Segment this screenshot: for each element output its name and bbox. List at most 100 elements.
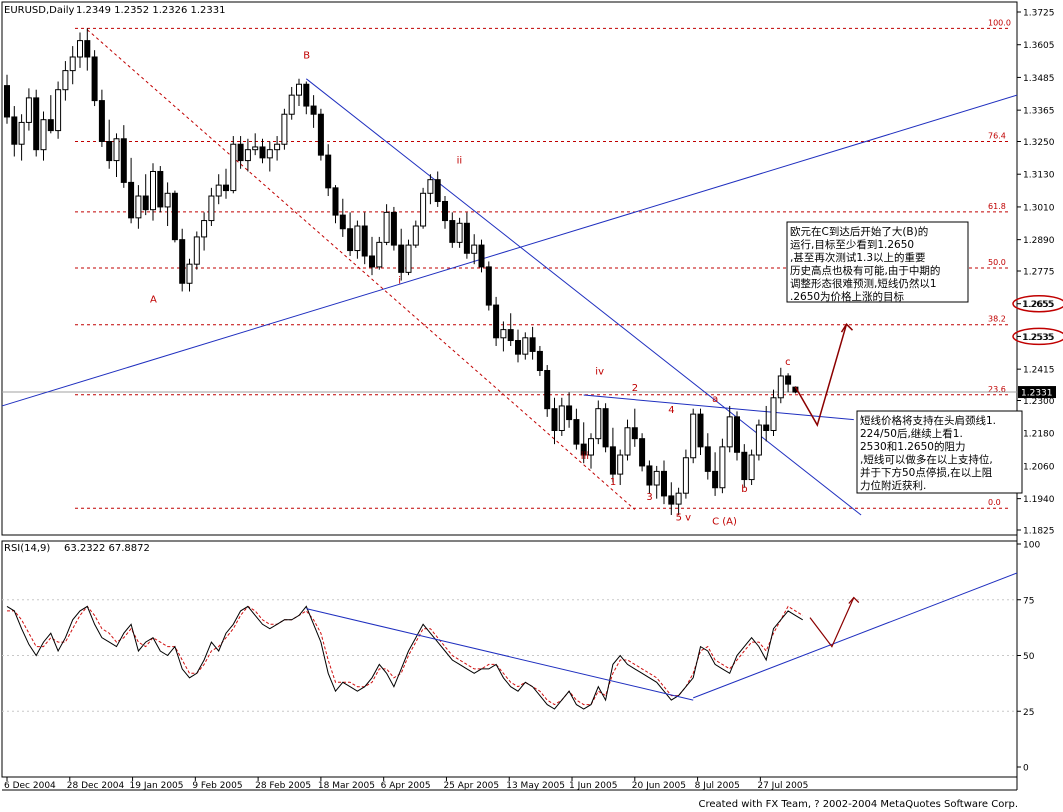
fib-level-label: 0.0 xyxy=(988,498,1001,507)
candle xyxy=(383,204,390,246)
candle-body xyxy=(106,141,113,162)
candle-body xyxy=(383,211,390,243)
fib-level-label: 61.8 xyxy=(988,202,1006,211)
candle-body xyxy=(427,179,434,194)
candle xyxy=(456,217,463,248)
candle-body xyxy=(770,397,777,431)
y-tick-label: 1.2415 xyxy=(1023,366,1055,376)
candle-body xyxy=(712,470,719,489)
candle xyxy=(106,119,113,169)
candle xyxy=(179,228,186,292)
candle-body xyxy=(223,184,229,192)
candle-body xyxy=(646,465,653,486)
candle-body xyxy=(529,337,536,352)
candle-body xyxy=(164,192,171,208)
candle xyxy=(171,190,178,243)
candle-body xyxy=(639,438,646,467)
candle xyxy=(40,111,47,161)
candle xyxy=(734,411,740,461)
candle xyxy=(223,168,229,199)
candle-body xyxy=(25,97,32,123)
candle-body xyxy=(515,340,521,355)
candle-body xyxy=(544,370,551,410)
candle xyxy=(157,166,164,213)
candle xyxy=(230,136,237,194)
y-tick-label: 1.3250 xyxy=(1023,138,1055,148)
x-tick-label: 25 Apr 2005 xyxy=(443,781,499,791)
candle-body xyxy=(91,56,98,102)
candle-body xyxy=(171,192,178,241)
candle xyxy=(354,220,361,259)
candle xyxy=(675,487,682,516)
rsi-tick-label: 75 xyxy=(1023,596,1034,606)
candle-body xyxy=(4,85,10,118)
candle xyxy=(208,187,215,227)
candle-body xyxy=(266,149,273,159)
candle xyxy=(595,400,602,445)
candle-body xyxy=(536,350,543,372)
rsi-forecast-arrowhead xyxy=(848,596,860,604)
candle-body xyxy=(369,255,375,268)
forecast-arrowhead xyxy=(840,322,854,333)
candle xyxy=(449,212,456,248)
y-tick-label: 1.2180 xyxy=(1023,430,1055,440)
candle-body xyxy=(704,446,711,472)
y-tick-label: 1.3130 xyxy=(1023,171,1055,181)
candle xyxy=(252,133,259,156)
wave-label: 3 xyxy=(646,492,652,503)
candle-body xyxy=(325,154,332,189)
y-tick-label: 1.3365 xyxy=(1023,107,1055,117)
candle xyxy=(690,408,697,464)
candle-body xyxy=(354,225,361,252)
candle xyxy=(237,136,244,169)
candle-body xyxy=(215,184,222,197)
footer-copyright: Created with FX Team, ? 2002-2004 MetaQu… xyxy=(698,799,1018,810)
candle xyxy=(507,313,514,346)
analysis-note-top-box xyxy=(786,221,969,303)
candle xyxy=(274,136,281,161)
rsi-tick-label: 0 xyxy=(1023,764,1029,774)
forecast-arrow xyxy=(794,323,848,427)
rsi-line xyxy=(6,605,803,710)
candle-body xyxy=(741,451,748,481)
candle-body xyxy=(690,413,697,459)
candle-body xyxy=(682,457,689,494)
candle-body xyxy=(186,263,193,284)
candle xyxy=(748,449,755,486)
candle xyxy=(573,408,580,450)
candle xyxy=(493,296,500,346)
candle xyxy=(558,397,565,436)
candle xyxy=(62,61,69,101)
candle-body xyxy=(588,438,594,456)
candle xyxy=(536,345,543,376)
rsi-panel-frame xyxy=(1,540,1018,778)
candle-body xyxy=(230,143,237,192)
candle-body xyxy=(566,405,573,421)
x-tick-label: 27 Jul 2005 xyxy=(757,781,808,791)
candle xyxy=(726,405,733,453)
candle-body xyxy=(33,97,40,151)
rsi-series xyxy=(6,572,1018,710)
candle-body xyxy=(361,225,368,257)
candle-body xyxy=(478,244,485,268)
candle-body xyxy=(661,470,667,497)
candle xyxy=(420,187,427,229)
candle xyxy=(609,427,616,483)
candle-body xyxy=(193,236,200,265)
candle xyxy=(412,220,419,248)
candle-body xyxy=(500,329,507,339)
candle xyxy=(69,46,76,85)
candle xyxy=(18,114,25,161)
x-tick-label: 19 Jan 2005 xyxy=(130,781,184,791)
candle xyxy=(281,108,288,150)
wave-label: i xyxy=(398,275,401,286)
candle-body xyxy=(609,446,616,475)
candle-body xyxy=(631,427,638,440)
axis-labels: 1.3725 1.3605 1.3485 1.3365 1.3250 1.3130 1.30… xyxy=(4,9,1063,791)
rsi-label: RSI(14,9) xyxy=(4,543,50,554)
candle xyxy=(186,258,193,292)
candle-body xyxy=(69,56,76,72)
candle-body xyxy=(602,408,609,448)
x-tick-label: 6 Apr 2005 xyxy=(381,781,431,791)
candle-body xyxy=(726,416,733,448)
